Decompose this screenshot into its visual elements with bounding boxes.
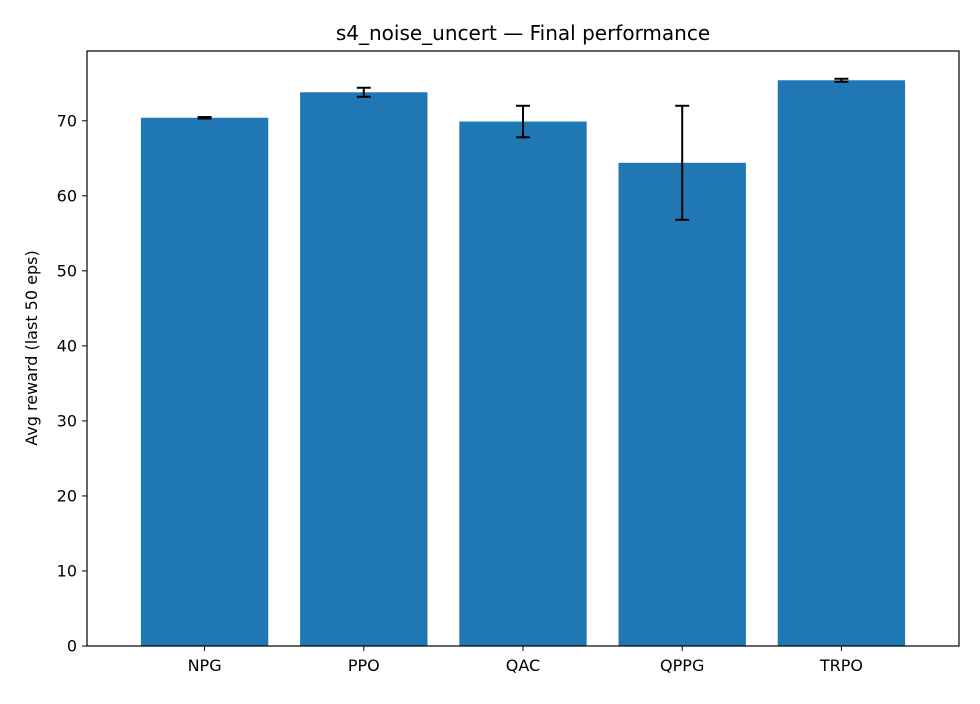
y-tick-label: 0 — [67, 637, 77, 656]
plot-frame — [86, 50, 960, 647]
bar-trpo — [777, 80, 906, 646]
y-axis-label: Avg reward (last 50 eps) — [22, 250, 41, 445]
x-tick-label: NPG — [188, 656, 222, 675]
y-axis: 0 10 20 30 40 50 60 70 — [57, 111, 87, 656]
bars-group — [140, 80, 906, 647]
y-tick-label: 20 — [57, 486, 77, 505]
x-tick-label: PPO — [348, 656, 380, 675]
x-tick-label: QPPG — [660, 656, 704, 675]
errorbars-group — [197, 77, 849, 221]
chart-title: s4_noise_uncert — Final performance — [336, 21, 710, 45]
y-tick-label: 60 — [57, 186, 77, 205]
x-tick-label: QAC — [506, 656, 540, 675]
y-tick-label: 70 — [57, 111, 77, 130]
y-tick-label: 50 — [57, 261, 77, 280]
y-tick-label: 30 — [57, 411, 77, 430]
x-tick-label: TRPO — [819, 656, 863, 675]
y-tick-label: 10 — [57, 561, 77, 580]
bar-qac — [459, 121, 587, 646]
bar-qppg — [618, 162, 746, 646]
y-tick-label: 40 — [57, 336, 77, 355]
bar-npg — [140, 117, 269, 646]
x-axis: NPG PPO QAC QPPG TRPO — [188, 646, 863, 675]
bar-ppo — [300, 92, 428, 647]
